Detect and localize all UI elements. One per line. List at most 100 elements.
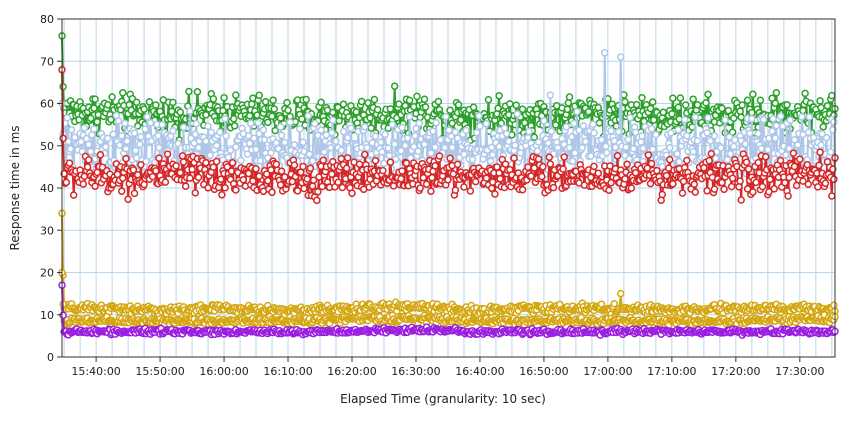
series-2-point <box>524 163 532 171</box>
series-1-point <box>328 129 336 137</box>
series-1-point <box>759 115 768 124</box>
x-tick-label: 17:10:00 <box>647 365 696 378</box>
series-1-point <box>502 129 511 138</box>
series-2-point <box>752 178 760 187</box>
series-0-point <box>140 105 148 113</box>
series-1-point <box>64 137 73 146</box>
series-1-point <box>397 147 405 155</box>
series-0-point <box>283 98 291 107</box>
series-1-point <box>67 126 76 134</box>
series-1-point <box>216 128 224 136</box>
series-1-point <box>571 149 579 157</box>
series-1-point <box>600 49 609 57</box>
series-1-point <box>137 133 145 141</box>
series-2-point <box>613 151 622 160</box>
series-2-point <box>337 154 346 163</box>
series-0-point <box>298 115 306 123</box>
series-1-point <box>304 112 313 120</box>
series-2-point <box>784 192 792 200</box>
y-tick-label: 0 <box>47 351 54 364</box>
series-2-point <box>402 159 411 167</box>
series-1-point <box>462 126 470 135</box>
series-2-point <box>781 178 789 187</box>
series-1-point <box>817 141 825 149</box>
series-1-point <box>637 138 645 146</box>
series-0-point <box>649 116 658 124</box>
series-1-point <box>475 112 483 120</box>
series-2-point <box>348 189 356 197</box>
series-0-point <box>132 98 141 107</box>
series-2-point <box>249 177 257 185</box>
series-2-point <box>342 164 351 173</box>
series-0-point <box>724 106 733 115</box>
series-2-point <box>137 160 145 169</box>
series-0-point <box>828 91 836 100</box>
series-2-point <box>379 166 387 175</box>
series-0-point <box>648 98 657 106</box>
series-1-point <box>427 149 435 157</box>
series-1-point <box>281 138 289 147</box>
series-2-point <box>84 156 93 164</box>
series-1-point <box>274 144 283 153</box>
series-2-point <box>594 169 603 178</box>
series-1-point <box>745 129 754 138</box>
series-0-point <box>446 106 454 115</box>
x-tick-label: 17:00:00 <box>583 365 632 378</box>
series-2-point <box>814 183 822 191</box>
series-0-point <box>169 98 177 107</box>
series-2-point <box>228 159 237 167</box>
series-1-point <box>158 120 166 129</box>
series-1-point <box>131 146 140 155</box>
series-2-point <box>444 176 452 184</box>
series-2-point <box>496 175 504 183</box>
series-1-point <box>343 134 352 142</box>
series-1-point <box>830 118 838 126</box>
series-1-point <box>117 131 126 140</box>
series-1-point <box>638 132 646 140</box>
series-1-point <box>710 132 719 140</box>
series-0-point <box>668 110 676 118</box>
series-1-point <box>329 116 337 125</box>
series-1-point <box>578 143 587 152</box>
series-2-point <box>431 162 439 170</box>
series-1-point <box>310 119 319 128</box>
series-1-point <box>826 148 835 156</box>
series-0-point <box>366 114 374 122</box>
series-1-point <box>332 137 340 146</box>
series-1-point <box>674 126 683 134</box>
series-0-point <box>621 98 629 106</box>
series-1-point <box>371 132 380 141</box>
y-tick-label: 40 <box>40 182 54 195</box>
series-1-point <box>675 158 684 166</box>
series-1-point <box>473 128 481 137</box>
series-0-point <box>220 93 228 102</box>
series-2-point <box>679 177 688 186</box>
series-2-point <box>277 167 286 175</box>
series-1-point <box>308 157 317 165</box>
series-1-point <box>805 113 814 121</box>
series-0-point <box>245 112 254 120</box>
series-2-point <box>703 187 711 195</box>
series-2-point <box>665 155 674 164</box>
series-1-point <box>448 143 456 152</box>
series-1-point <box>748 115 756 123</box>
series-0-point <box>108 93 116 101</box>
series-2-point <box>545 153 554 161</box>
series-2-point <box>69 191 78 199</box>
series-1-point <box>155 143 163 152</box>
series-1-point <box>453 134 462 142</box>
x-tick-label: 16:50:00 <box>519 365 568 378</box>
series-1-point <box>245 139 254 148</box>
series-2-point <box>130 189 139 198</box>
series-2-point <box>217 175 225 184</box>
series-2-point <box>623 160 631 168</box>
series-0-point <box>772 89 781 97</box>
series-0-point <box>373 105 382 114</box>
series-1-point <box>385 151 394 160</box>
series-0-point <box>152 101 160 109</box>
series-0-point <box>413 92 421 101</box>
series-0-point <box>269 96 277 104</box>
series-2-point <box>65 159 74 167</box>
series-0-point <box>357 97 366 106</box>
